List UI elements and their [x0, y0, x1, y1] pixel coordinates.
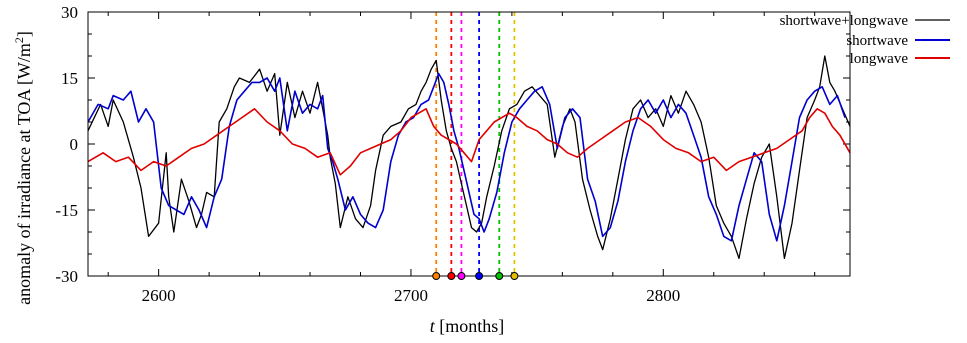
- legend: shortwave+longwave shortwave longwave: [780, 13, 950, 67]
- series-line-shortwave-longwave: [87, 55, 851, 260]
- x-tick-label: 2700: [394, 286, 428, 305]
- event-marker-dot: [432, 272, 441, 280]
- event-marker-dot: [475, 272, 484, 280]
- y-tick-label: 30: [61, 3, 78, 22]
- tick-label-layer: -30 -15 0 15 30 2600 2700 2800: [55, 3, 680, 305]
- y-tick-label: 0: [70, 135, 79, 154]
- event-marker-layer: [435, 12, 516, 276]
- y-axis-label-text: anomaly of irradiance at TOA [W/m: [14, 43, 34, 305]
- event-marker-dot: [457, 272, 466, 280]
- y-tick-label: 15: [61, 69, 78, 88]
- series-line-longwave: [87, 108, 851, 176]
- series-line-shortwave: [87, 72, 846, 242]
- legend-label-combined: shortwave+longwave: [780, 13, 909, 29]
- y-tick-label: -30: [55, 267, 78, 286]
- x-tick-label: 2800: [646, 286, 680, 305]
- x-axis-label-var: t: [430, 316, 436, 336]
- legend-label-shortwave: shortwave: [846, 33, 908, 49]
- y-axis-label-sup: 2: [12, 37, 26, 43]
- y-tick-label: -15: [55, 201, 78, 220]
- y-axis-label-close: ]: [14, 31, 34, 37]
- y-axis-label: anomaly of irradiance at TOA [W/m2]: [12, 31, 34, 305]
- event-marker-dot: [447, 272, 456, 280]
- legend-label-longwave: longwave: [850, 51, 909, 67]
- x-tick-label: 2600: [142, 286, 176, 305]
- x-axis-label-unit: [months]: [435, 316, 505, 336]
- x-axis-label: t [months]: [430, 316, 505, 336]
- series-layer: [87, 55, 851, 260]
- event-marker-dot: [510, 272, 519, 280]
- event-marker-dot: [495, 272, 504, 280]
- plot-frame: [87, 11, 851, 277]
